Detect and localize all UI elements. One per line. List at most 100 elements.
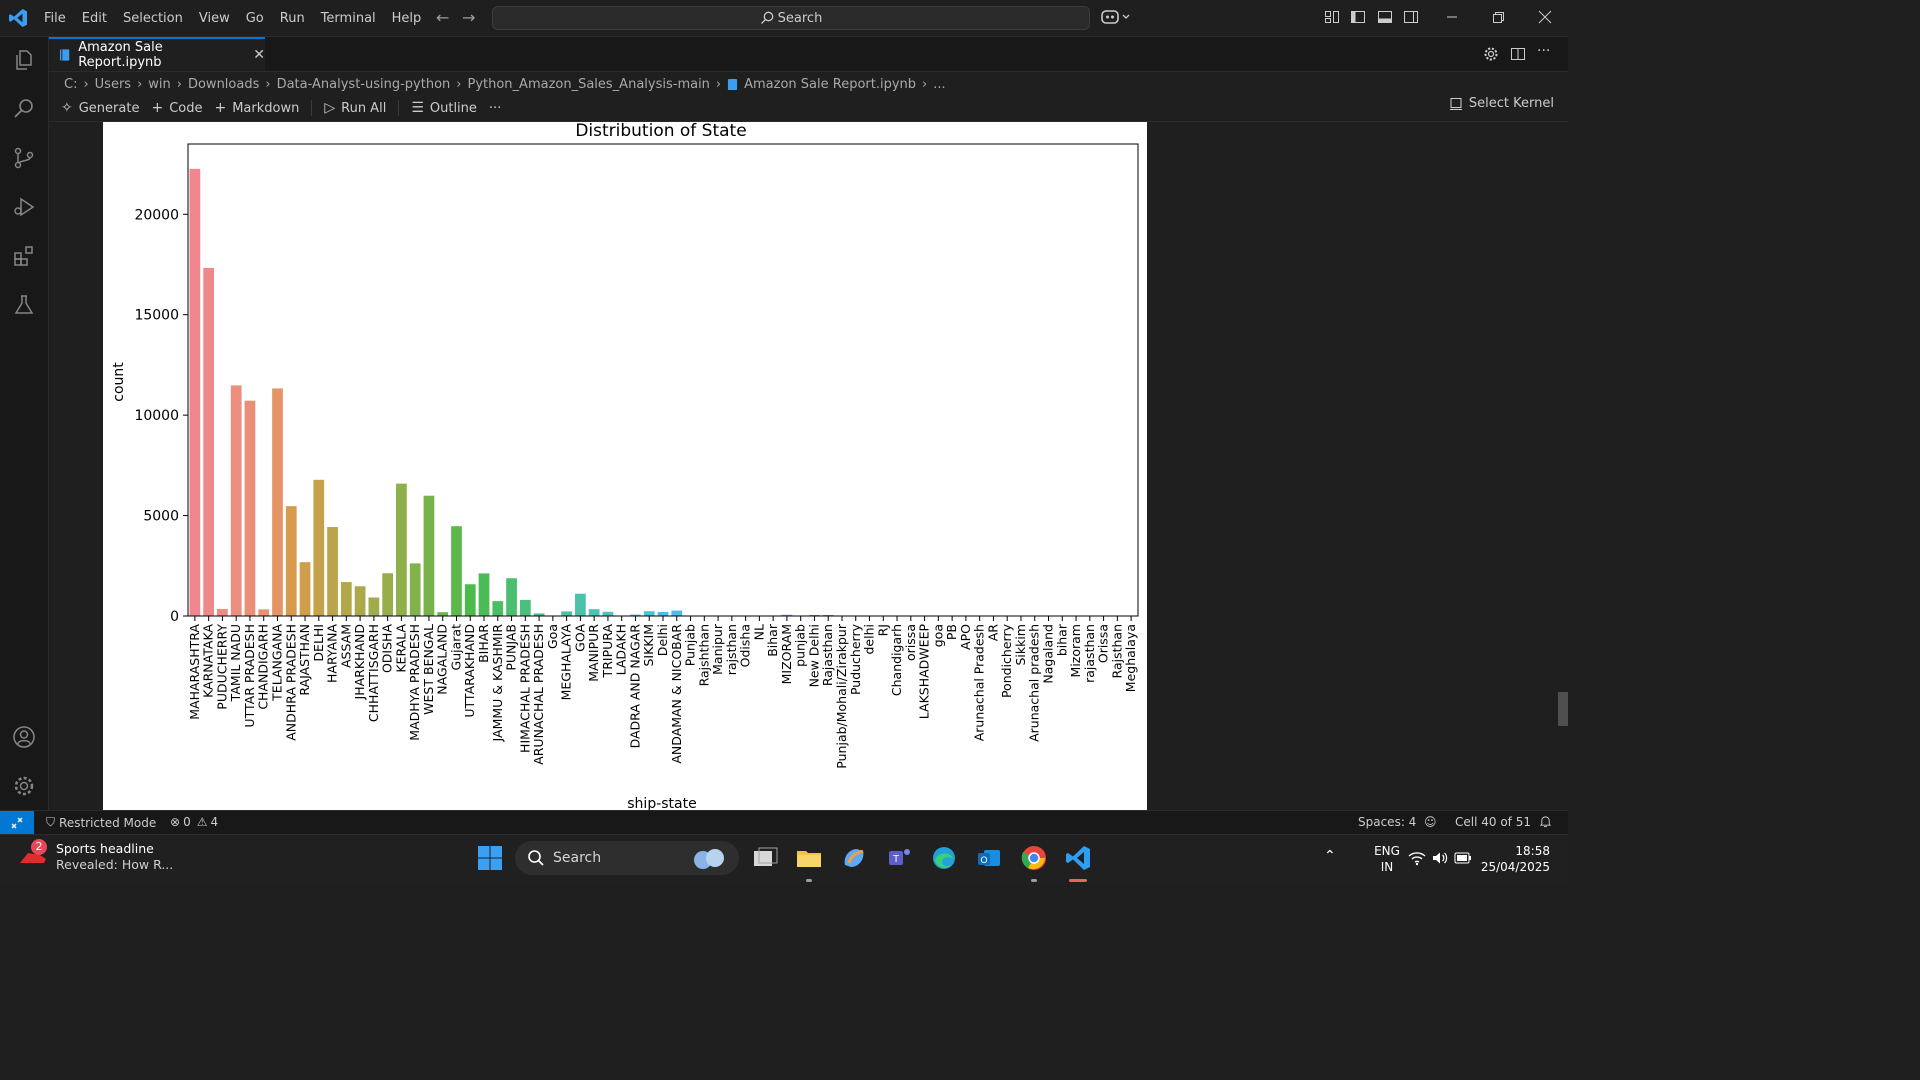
x-tick-label: ARUNACHAL PRADESH (531, 624, 546, 765)
chevron-right-icon: › (83, 76, 89, 92)
battery-icon[interactable] (1454, 851, 1472, 865)
error-count: 0 (183, 815, 191, 829)
search-icon (760, 11, 774, 24)
add-markdown-button[interactable]: + Markdown (214, 100, 299, 116)
taskbar-search[interactable]: Search (515, 841, 739, 875)
cell-indicator[interactable]: Cell 40 of 51 (1455, 815, 1531, 829)
x-tick-label: TAMIL NADU (228, 624, 243, 702)
menu-view[interactable]: View (198, 10, 230, 26)
x-tick-label: Gujarat (448, 624, 463, 671)
active-app-indicator (1069, 879, 1087, 882)
accounts-icon[interactable] (12, 725, 36, 749)
y-tick-label: 20000 (134, 207, 179, 223)
forward-arrow-icon[interactable]: → (462, 8, 476, 27)
title-bar: File Edit Selection View Go Run Terminal… (0, 0, 1568, 37)
vscode-taskbar-icon[interactable] (1063, 843, 1093, 873)
bar (382, 573, 394, 616)
menu-terminal[interactable]: Terminal (320, 10, 376, 26)
task-view-icon[interactable] (750, 843, 780, 873)
select-kernel-button[interactable]: Select Kernel (1449, 96, 1554, 111)
wifi-icon[interactable] (1408, 850, 1426, 866)
search-icon[interactable] (12, 97, 36, 121)
more-actions-icon[interactable]: ··· (1537, 43, 1551, 59)
copilot-status[interactable]: ☺ (1424, 815, 1437, 829)
copilot-app-icon[interactable] (839, 843, 869, 873)
menu-help[interactable]: Help (391, 10, 422, 26)
breadcrumb-item[interactable]: Amazon Sale Report.ipynb (744, 76, 917, 92)
teams-icon[interactable]: T (884, 843, 914, 873)
scrollbar-thumb[interactable] (1558, 692, 1568, 726)
svg-text:T: T (893, 854, 899, 865)
menu-run[interactable]: Run (279, 10, 305, 26)
breadcrumb-item[interactable]: C: (64, 76, 78, 92)
volume-icon[interactable] (1431, 850, 1449, 866)
command-search[interactable]: Search (492, 6, 1090, 30)
notifications-bell-icon[interactable] (1539, 815, 1552, 828)
generate-button[interactable]: ✧ Generate (61, 100, 139, 116)
close-window-icon[interactable] (1537, 9, 1553, 25)
breadcrumb-item[interactable]: ... (933, 76, 946, 92)
problems-indicator[interactable]: ⊗ 0 ⚠ 4 (170, 815, 218, 829)
x-tick-label: SIKKIM (641, 624, 656, 667)
toggle-secondary-sidebar-icon[interactable] (1403, 9, 1419, 25)
tab-notebook[interactable]: Amazon Sale Report.ipynb ✕ (49, 37, 265, 71)
bar (423, 495, 435, 616)
explorer-icon[interactable] (12, 48, 36, 72)
bar (630, 614, 641, 616)
more-toolbar-button[interactable]: ··· (489, 101, 501, 116)
add-code-button[interactable]: + Code (151, 100, 202, 116)
outline-button[interactable]: ☰ Outline (411, 100, 477, 116)
split-editor-icon[interactable] (1510, 46, 1526, 62)
settings-gear-icon[interactable] (12, 774, 36, 798)
outline-label: Outline (429, 100, 477, 116)
breadcrumb-item[interactable]: Python_Amazon_Sales_Analysis-main (467, 76, 710, 92)
news-widget[interactable]: 2 Sports headline Revealed: How R... (18, 839, 173, 873)
windows-start-icon[interactable] (475, 843, 505, 873)
error-icon: ⊗ (170, 815, 181, 829)
back-arrow-icon[interactable]: ← (436, 8, 450, 27)
customize-layout-icon[interactable] (1324, 9, 1340, 25)
list-icon: ☰ (411, 100, 424, 116)
x-tick-label: Puducherry (848, 623, 863, 695)
indentation-indicator[interactable]: Spaces: 4 (1358, 815, 1416, 829)
file-explorer-icon[interactable] (794, 843, 824, 873)
x-tick-label: WEST BENGAL (421, 624, 436, 715)
run-all-button[interactable]: ▷ Run All (324, 100, 386, 116)
restricted-mode-indicator[interactable]: ⛉ Restricted Mode (46, 815, 156, 830)
breadcrumb-item[interactable]: win (148, 76, 171, 92)
more-label: ··· (488, 100, 502, 116)
minimize-icon[interactable] (1444, 9, 1460, 25)
copilot-icon[interactable] (1100, 8, 1132, 26)
bar (519, 599, 531, 616)
menu-selection[interactable]: Selection (122, 10, 183, 26)
chrome-icon[interactable] (1019, 843, 1049, 873)
source-control-icon[interactable] (12, 146, 36, 170)
toggle-primary-sidebar-icon[interactable] (1350, 9, 1366, 25)
outlook-icon[interactable]: O (974, 843, 1004, 873)
activity-bar (0, 37, 49, 810)
remote-indicator[interactable] (0, 811, 34, 834)
restore-icon[interactable] (1490, 9, 1506, 25)
run-debug-icon[interactable] (12, 195, 36, 219)
menu-edit[interactable]: Edit (81, 10, 107, 26)
testing-icon[interactable] (12, 293, 36, 317)
extensions-icon[interactable] (12, 244, 36, 268)
bar (588, 609, 600, 616)
menu-go[interactable]: Go (245, 10, 264, 26)
clock[interactable]: 18:58 25/04/2025 (1480, 843, 1550, 875)
bar (354, 586, 366, 616)
chevron-right-icon: › (137, 76, 143, 92)
x-tick-label: Rajsthan (1109, 624, 1124, 678)
notebook-settings-gear-icon[interactable] (1483, 46, 1499, 62)
breadcrumb-item[interactable]: Users (94, 76, 132, 92)
breadcrumb-item[interactable]: Downloads (187, 76, 260, 92)
breadcrumb-item[interactable]: Data-Analyst-using-python (276, 76, 451, 92)
chevron-up-icon[interactable]: ⌃ (1324, 848, 1336, 864)
bar (272, 388, 283, 616)
language-indicator[interactable]: ENG IN (1372, 843, 1402, 875)
close-tab-icon[interactable]: ✕ (253, 47, 265, 63)
edge-icon[interactable] (929, 843, 959, 873)
menu-file[interactable]: File (44, 10, 66, 26)
toggle-panel-icon[interactable] (1377, 9, 1393, 25)
x-tick-label: JHARKHAND (352, 624, 367, 700)
